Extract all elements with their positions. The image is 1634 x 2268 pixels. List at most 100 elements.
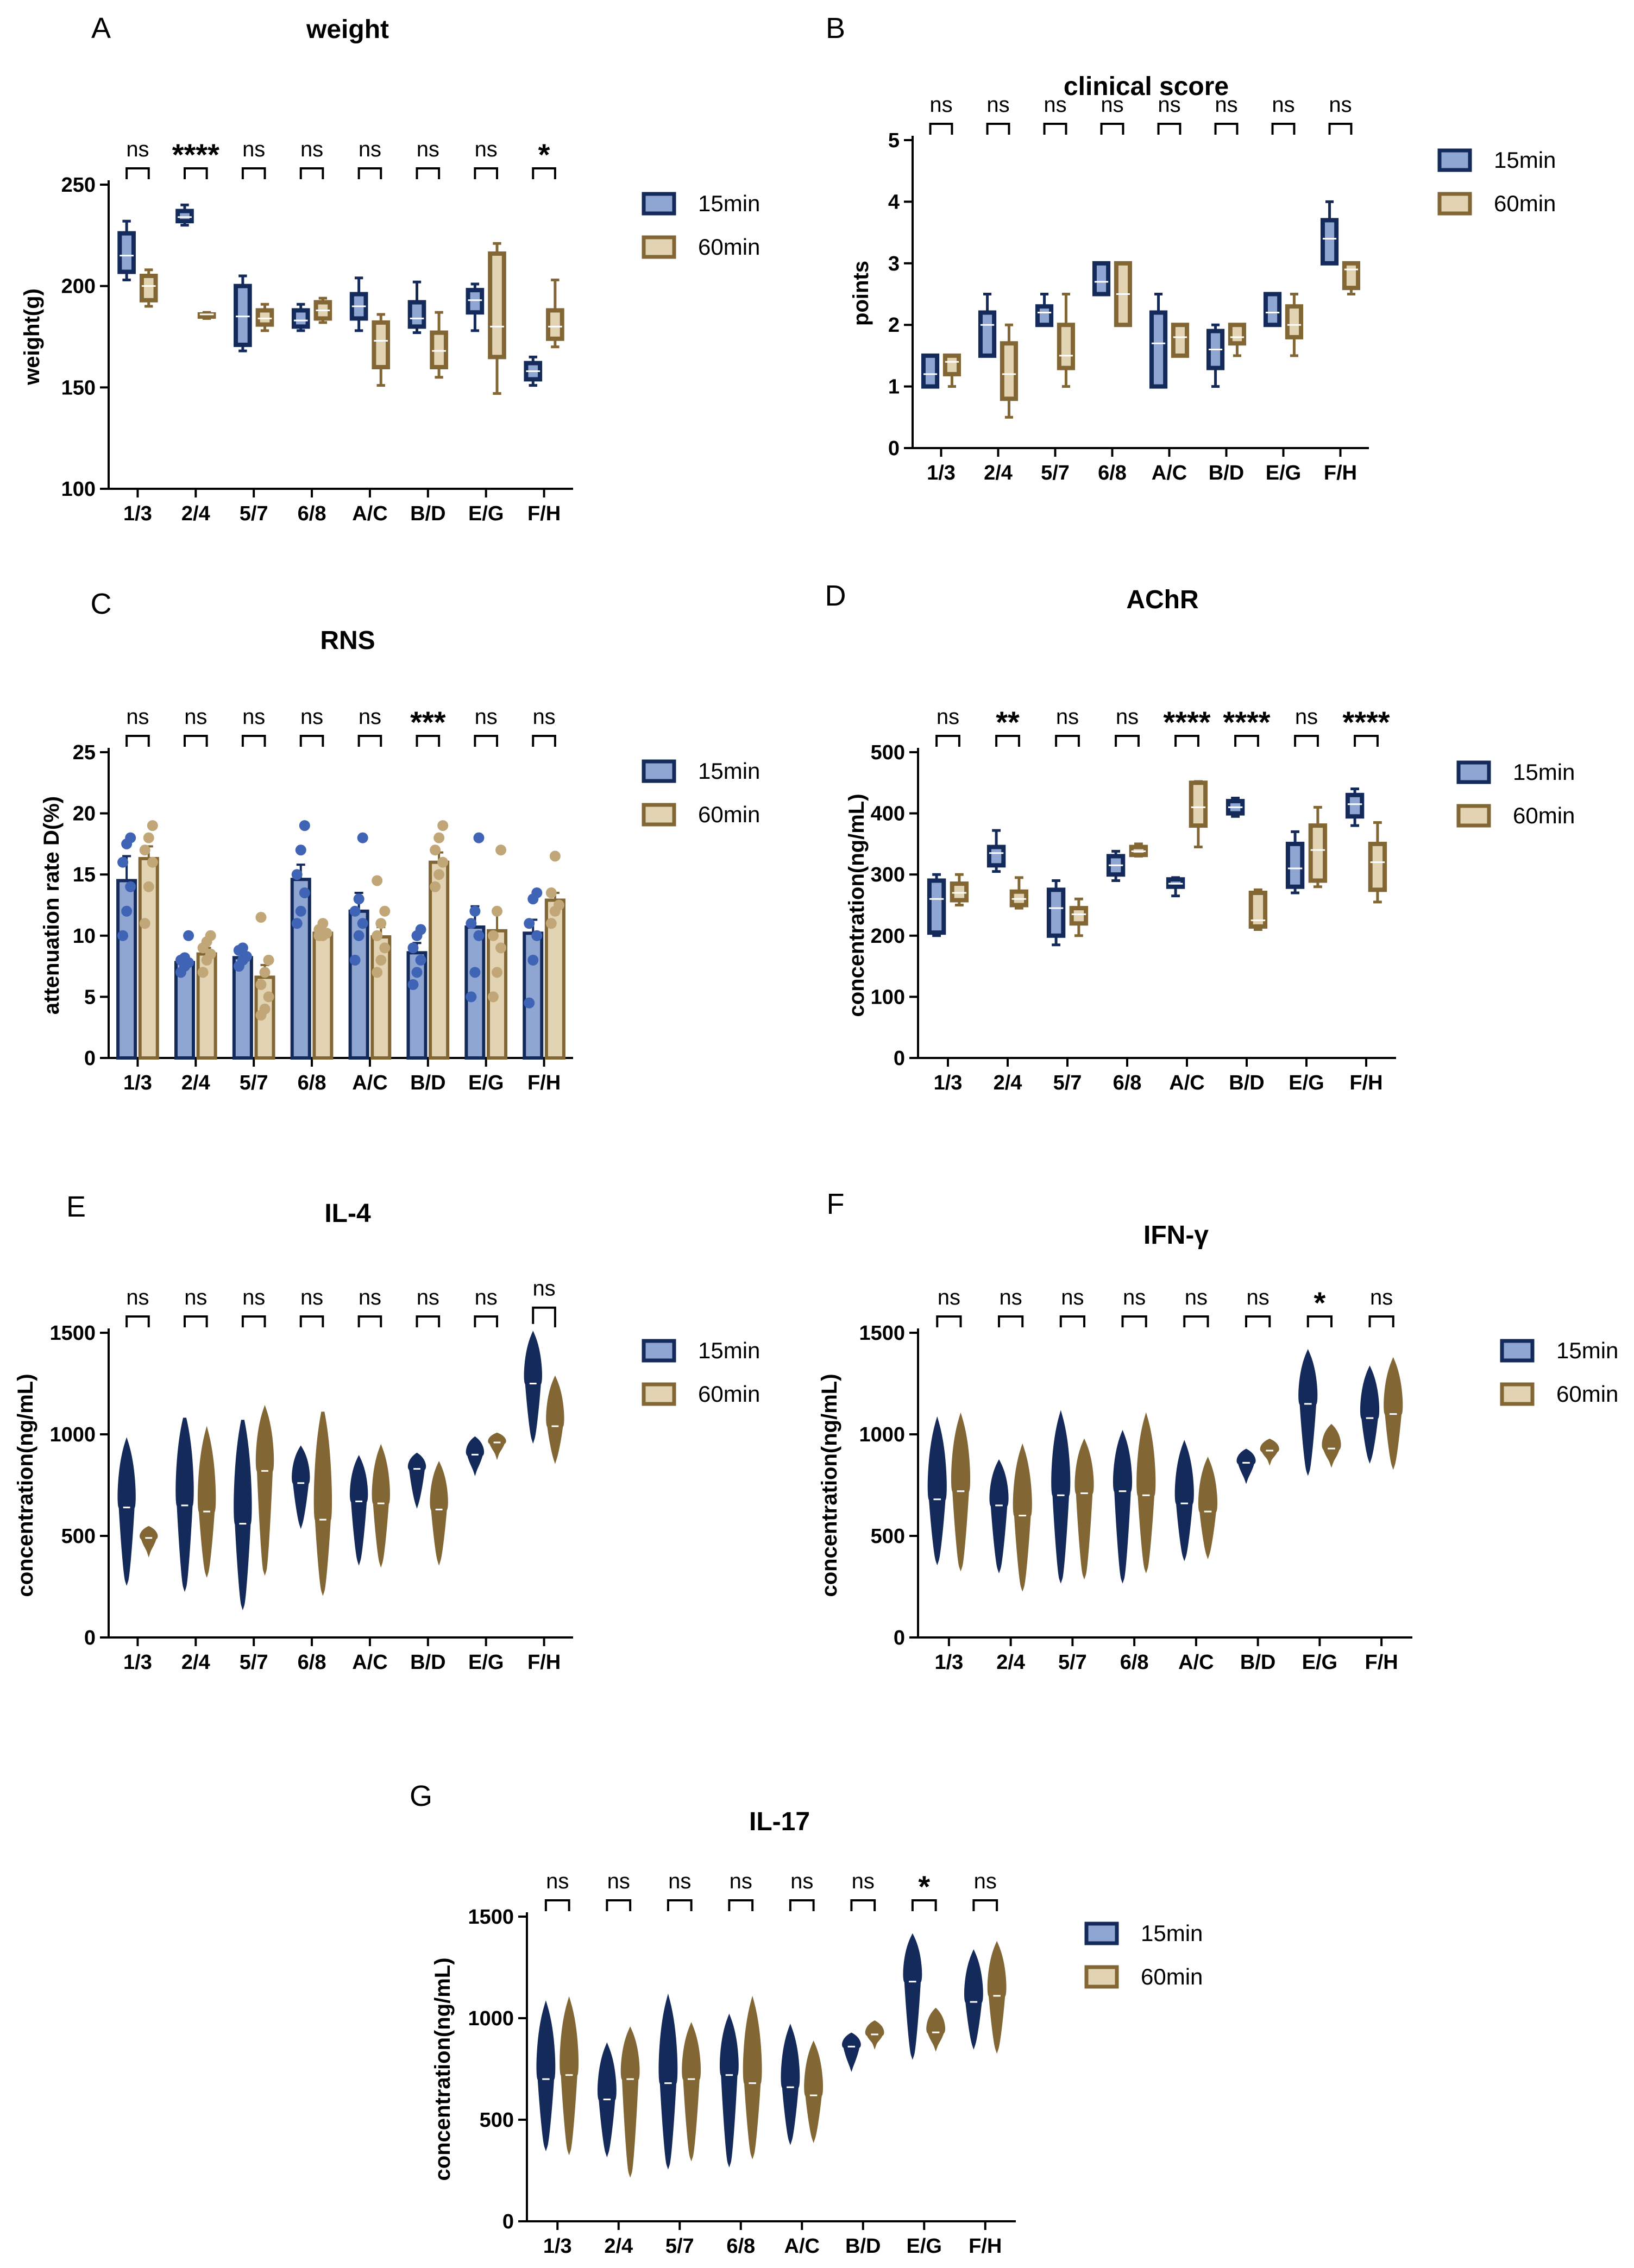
x-tick-label: 2/4 bbox=[604, 2235, 633, 2258]
y-tick-label: 500 bbox=[871, 1525, 905, 1548]
data-point bbox=[263, 991, 274, 1003]
data-point bbox=[415, 954, 426, 966]
data-point bbox=[147, 856, 158, 868]
violin-15min-F/H bbox=[964, 1949, 983, 2050]
box-60min-1/3 bbox=[942, 353, 961, 376]
data-point bbox=[487, 991, 499, 1003]
violin-60min-F/H bbox=[546, 1375, 564, 1464]
significance-bracket bbox=[1183, 1315, 1209, 1327]
violin-60min-F/H bbox=[1384, 1357, 1403, 1470]
significance-bracket bbox=[728, 1899, 754, 1911]
legend-swatch-15min bbox=[642, 192, 676, 216]
x-tick-label: F/H bbox=[527, 502, 561, 525]
box-60min-B/D bbox=[430, 330, 448, 369]
legend-label-60min: 60min bbox=[1494, 191, 1556, 216]
significance-label: ns bbox=[1215, 93, 1237, 117]
data-point bbox=[473, 930, 485, 941]
significance-bracket bbox=[1234, 735, 1259, 747]
significance-label: ns bbox=[1370, 1286, 1393, 1309]
legend-label-60min: 60min bbox=[698, 234, 760, 260]
significance-label: ns bbox=[242, 705, 265, 729]
legend-swatch-60min bbox=[642, 1382, 676, 1406]
box-15min-F/H bbox=[1320, 218, 1339, 266]
significance-bracket bbox=[532, 1306, 556, 1327]
violin-60min-2/4 bbox=[197, 1426, 216, 1578]
x-tick-label: 5/7 bbox=[240, 502, 268, 525]
data-point bbox=[349, 905, 361, 917]
data-point bbox=[433, 869, 445, 880]
box-15min-6/8 bbox=[1092, 261, 1111, 297]
significance-label: ns bbox=[532, 705, 555, 729]
x-tick-label: B/D bbox=[845, 2235, 881, 2258]
violin-15min-2/4 bbox=[989, 1459, 1009, 1574]
x-tick-label: 2/4 bbox=[994, 1072, 1022, 1094]
y-tick-label: 400 bbox=[871, 803, 905, 826]
box-15min-B/D bbox=[407, 300, 426, 329]
y-tick-label: 1000 bbox=[468, 2007, 514, 2030]
box-60min-2/4 bbox=[1000, 341, 1019, 401]
data-point bbox=[372, 930, 383, 941]
y-tick-label: 3 bbox=[888, 253, 900, 275]
x-tick-label: B/D bbox=[410, 1651, 445, 1674]
x-tick-label: E/G bbox=[1302, 1651, 1337, 1674]
y-tick-label: 200 bbox=[61, 275, 96, 298]
legend-swatch-60min bbox=[1084, 1965, 1119, 1989]
significance-bracket bbox=[1294, 735, 1319, 747]
box-60min-F/H bbox=[546, 308, 564, 341]
significance-label: ** bbox=[996, 705, 1020, 739]
data-point bbox=[125, 881, 136, 892]
violin-15min-6/8 bbox=[292, 1445, 310, 1529]
y-axis-label: attenuation rate D(%) bbox=[40, 796, 64, 1015]
box-60min-F/H bbox=[1342, 261, 1361, 291]
data-point bbox=[183, 930, 194, 941]
x-tick-label: B/D bbox=[410, 1072, 445, 1094]
y-tick-label: 0 bbox=[894, 1047, 905, 1070]
chart-title: weight bbox=[306, 15, 389, 44]
box-60min-A/C bbox=[1171, 323, 1190, 358]
data-point bbox=[259, 1003, 271, 1015]
significance-label: ns bbox=[300, 137, 323, 161]
box-60min-F/H bbox=[1368, 841, 1387, 892]
significance-bracket bbox=[357, 735, 382, 747]
significance-label: ns bbox=[300, 1286, 323, 1309]
significance-label: ns bbox=[184, 1286, 207, 1309]
violin-15min-5/7 bbox=[234, 1420, 252, 1611]
significance-bracket bbox=[299, 1315, 324, 1327]
significance-label: ns bbox=[937, 705, 959, 729]
box-60min-1/3 bbox=[139, 274, 158, 303]
significance-label: ns bbox=[1272, 93, 1294, 117]
significance-bracket bbox=[1059, 1315, 1085, 1327]
significance-label: *** bbox=[410, 705, 446, 739]
x-tick-label: 6/8 bbox=[726, 2235, 755, 2258]
significance-bracket bbox=[1214, 123, 1239, 135]
x-tick-label: 2/4 bbox=[996, 1651, 1025, 1674]
significance-bracket bbox=[1368, 1315, 1394, 1327]
data-point bbox=[466, 918, 477, 929]
data-point bbox=[466, 991, 477, 1003]
x-tick-label: B/D bbox=[410, 502, 445, 525]
x-tick-label: F/H bbox=[527, 1072, 561, 1094]
x-tick-label: A/C bbox=[352, 1651, 387, 1674]
significance-label: * bbox=[1314, 1286, 1325, 1320]
significance-label: ns bbox=[1247, 1286, 1270, 1309]
data-point bbox=[143, 832, 154, 843]
significance-bracket bbox=[972, 1899, 998, 1911]
box-15min-5/7 bbox=[1046, 887, 1066, 938]
x-tick-label: A/C bbox=[1152, 462, 1187, 484]
panel-letter: D bbox=[825, 579, 846, 612]
y-axis-label: concentration(ng/mL) bbox=[431, 1957, 455, 2181]
legend-swatch-60min bbox=[1437, 192, 1472, 216]
violin-15min-6/8 bbox=[720, 2013, 739, 2168]
panel-letter: E bbox=[66, 1190, 86, 1223]
y-tick-label: 300 bbox=[871, 864, 905, 886]
legend-swatch-60min bbox=[642, 803, 676, 827]
significance-label: ns bbox=[417, 1286, 439, 1309]
x-tick-label: 2/4 bbox=[181, 1651, 210, 1674]
legend-swatch-15min bbox=[1456, 760, 1491, 784]
x-tick-label: 6/8 bbox=[1120, 1651, 1149, 1674]
violin-15min-A/C bbox=[781, 2024, 800, 2145]
bar-15min-5/7 bbox=[232, 956, 253, 1060]
x-tick-label: 1/3 bbox=[927, 462, 956, 484]
box-60min-5/7 bbox=[1069, 906, 1089, 926]
y-tick-label: 25 bbox=[73, 741, 96, 764]
